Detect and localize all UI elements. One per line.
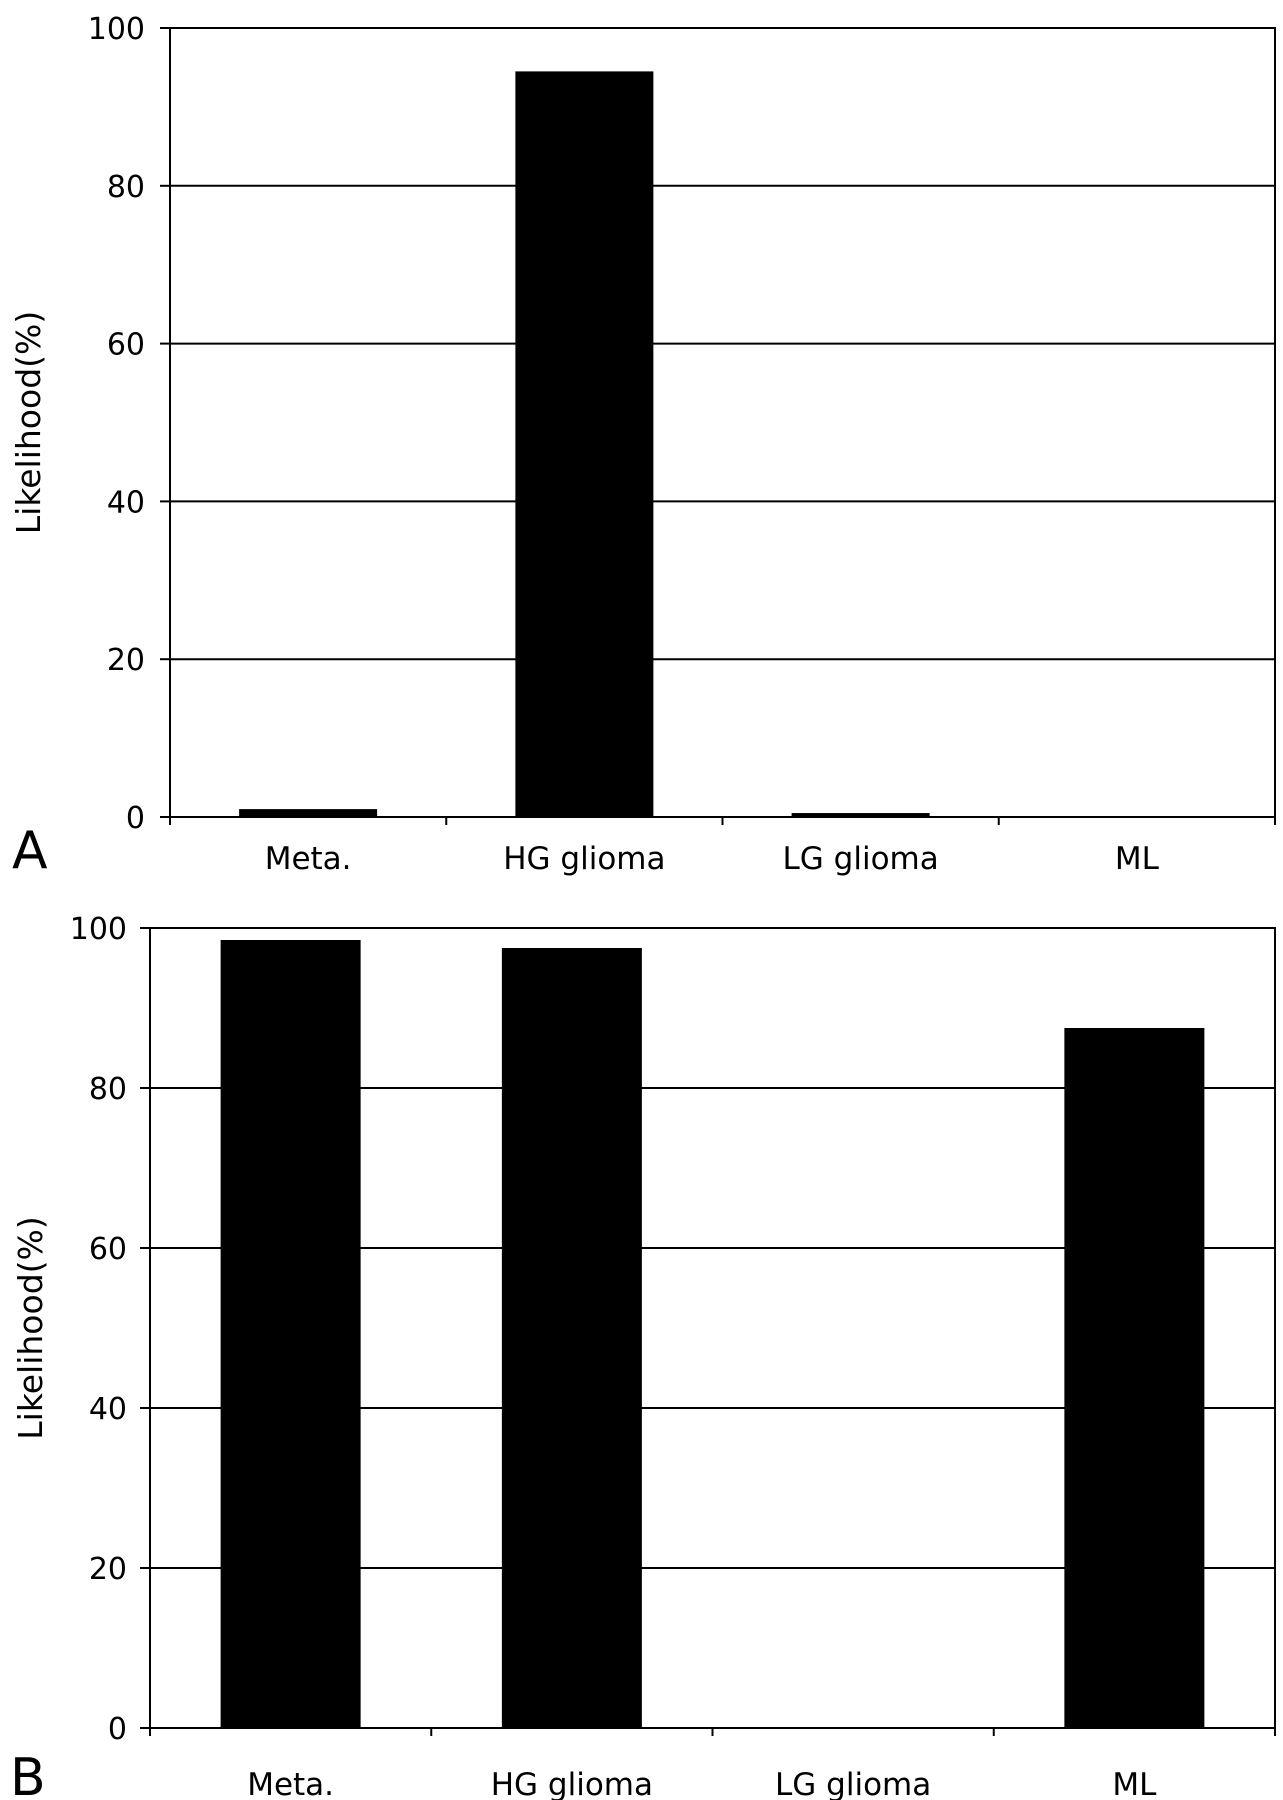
- x-tick-label: ML: [1112, 1767, 1157, 1800]
- x-tick-label: ML: [1115, 841, 1160, 877]
- x-tick-label: HG glioma: [491, 1767, 653, 1800]
- x-tick-label: Meta.: [265, 841, 352, 877]
- y-axis-label: Likelihood(%): [9, 311, 48, 534]
- y-axis-label: Likelihood(%): [11, 1216, 50, 1439]
- y-tick-label: 0: [126, 801, 145, 836]
- panel-label: B: [10, 1748, 46, 1800]
- y-tick-label: 60: [89, 1232, 127, 1267]
- panel-a: 0 20 40 60 80 100 Meta. HG glioma LG glioma ML Lik…: [9, 12, 1276, 881]
- x-tick-label: LG glioma: [783, 841, 939, 877]
- panel-b: 0 20 40 60 80 100 Meta. HG glioma LG glioma ML Lik…: [10, 912, 1276, 1800]
- y-tick-label: 0: [108, 1712, 127, 1747]
- bar-ml: [1064, 1028, 1205, 1728]
- y-tick-label: 100: [70, 912, 127, 947]
- bar-meta: [239, 809, 378, 817]
- plot-frame: [169, 27, 1276, 818]
- y-tick-label: 80: [89, 1072, 127, 1107]
- plot-frame: [149, 927, 1276, 1729]
- bar-hg-glioma: [515, 71, 654, 817]
- y-tick-label: 40: [89, 1392, 127, 1427]
- x-tick-label: LG glioma: [775, 1767, 931, 1800]
- y-tick-label: 40: [107, 485, 145, 520]
- y-tick-label: 60: [107, 328, 145, 363]
- panel-label: A: [12, 821, 48, 881]
- x-tick-label: Meta.: [247, 1767, 334, 1800]
- y-tick-label: 20: [107, 643, 145, 678]
- y-tick-label: 20: [89, 1552, 127, 1587]
- y-tick-label: 80: [107, 170, 145, 205]
- bar-hg-glioma: [501, 948, 642, 1728]
- bar-meta: [220, 940, 361, 1728]
- bar-lg-glioma: [791, 813, 930, 817]
- x-tick-label: HG glioma: [503, 841, 665, 877]
- y-tick-label: 100: [88, 12, 145, 47]
